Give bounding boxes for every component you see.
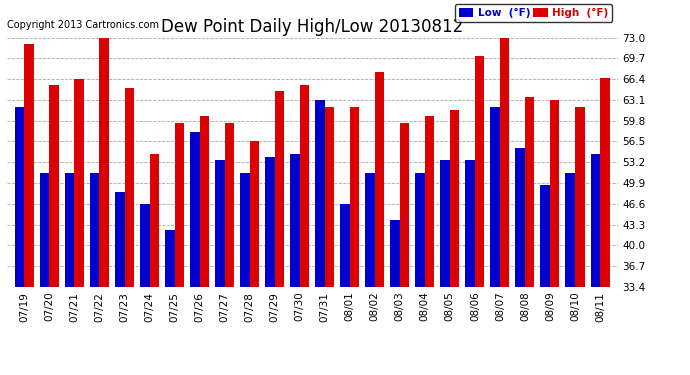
Bar [566, 173, 575, 287]
Title: Dew Point Daily High/Low 20130812: Dew Point Daily High/Low 20130812 [161, 18, 464, 36]
Bar [150, 154, 159, 287]
Bar [591, 154, 600, 287]
Bar [465, 160, 475, 287]
Bar [75, 79, 84, 287]
Bar [500, 38, 509, 287]
Bar [440, 160, 450, 287]
Bar [15, 107, 24, 287]
Bar [600, 78, 609, 287]
Bar [340, 204, 350, 287]
Bar [315, 100, 325, 287]
Bar [290, 154, 299, 287]
Bar [325, 107, 334, 287]
Bar [575, 107, 584, 287]
Bar [65, 173, 75, 287]
Bar [540, 186, 550, 287]
Bar [99, 34, 109, 287]
Text: Copyright 2013 Cartronics.com: Copyright 2013 Cartronics.com [7, 20, 159, 30]
Bar [40, 173, 50, 287]
Bar [515, 148, 525, 287]
Bar [275, 91, 284, 287]
Bar [24, 44, 34, 287]
Bar [350, 107, 359, 287]
Bar [299, 85, 309, 287]
Bar [190, 132, 199, 287]
Bar [124, 88, 134, 287]
Bar [491, 107, 500, 287]
Bar [450, 110, 460, 287]
Bar [115, 192, 124, 287]
Bar [240, 173, 250, 287]
Bar [415, 173, 425, 287]
Bar [50, 85, 59, 287]
Bar [375, 72, 384, 287]
Bar [365, 173, 375, 287]
Bar [175, 123, 184, 287]
Bar [215, 160, 225, 287]
Bar [475, 56, 484, 287]
Bar [525, 98, 535, 287]
Bar [400, 123, 409, 287]
Legend: Low  (°F), High  (°F): Low (°F), High (°F) [455, 4, 612, 22]
Bar [199, 116, 209, 287]
Bar [225, 123, 234, 287]
Bar [90, 173, 99, 287]
Bar [165, 230, 175, 287]
Bar [550, 100, 560, 287]
Bar [425, 116, 435, 287]
Bar [391, 220, 400, 287]
Bar [140, 204, 150, 287]
Bar [265, 157, 275, 287]
Bar [250, 141, 259, 287]
